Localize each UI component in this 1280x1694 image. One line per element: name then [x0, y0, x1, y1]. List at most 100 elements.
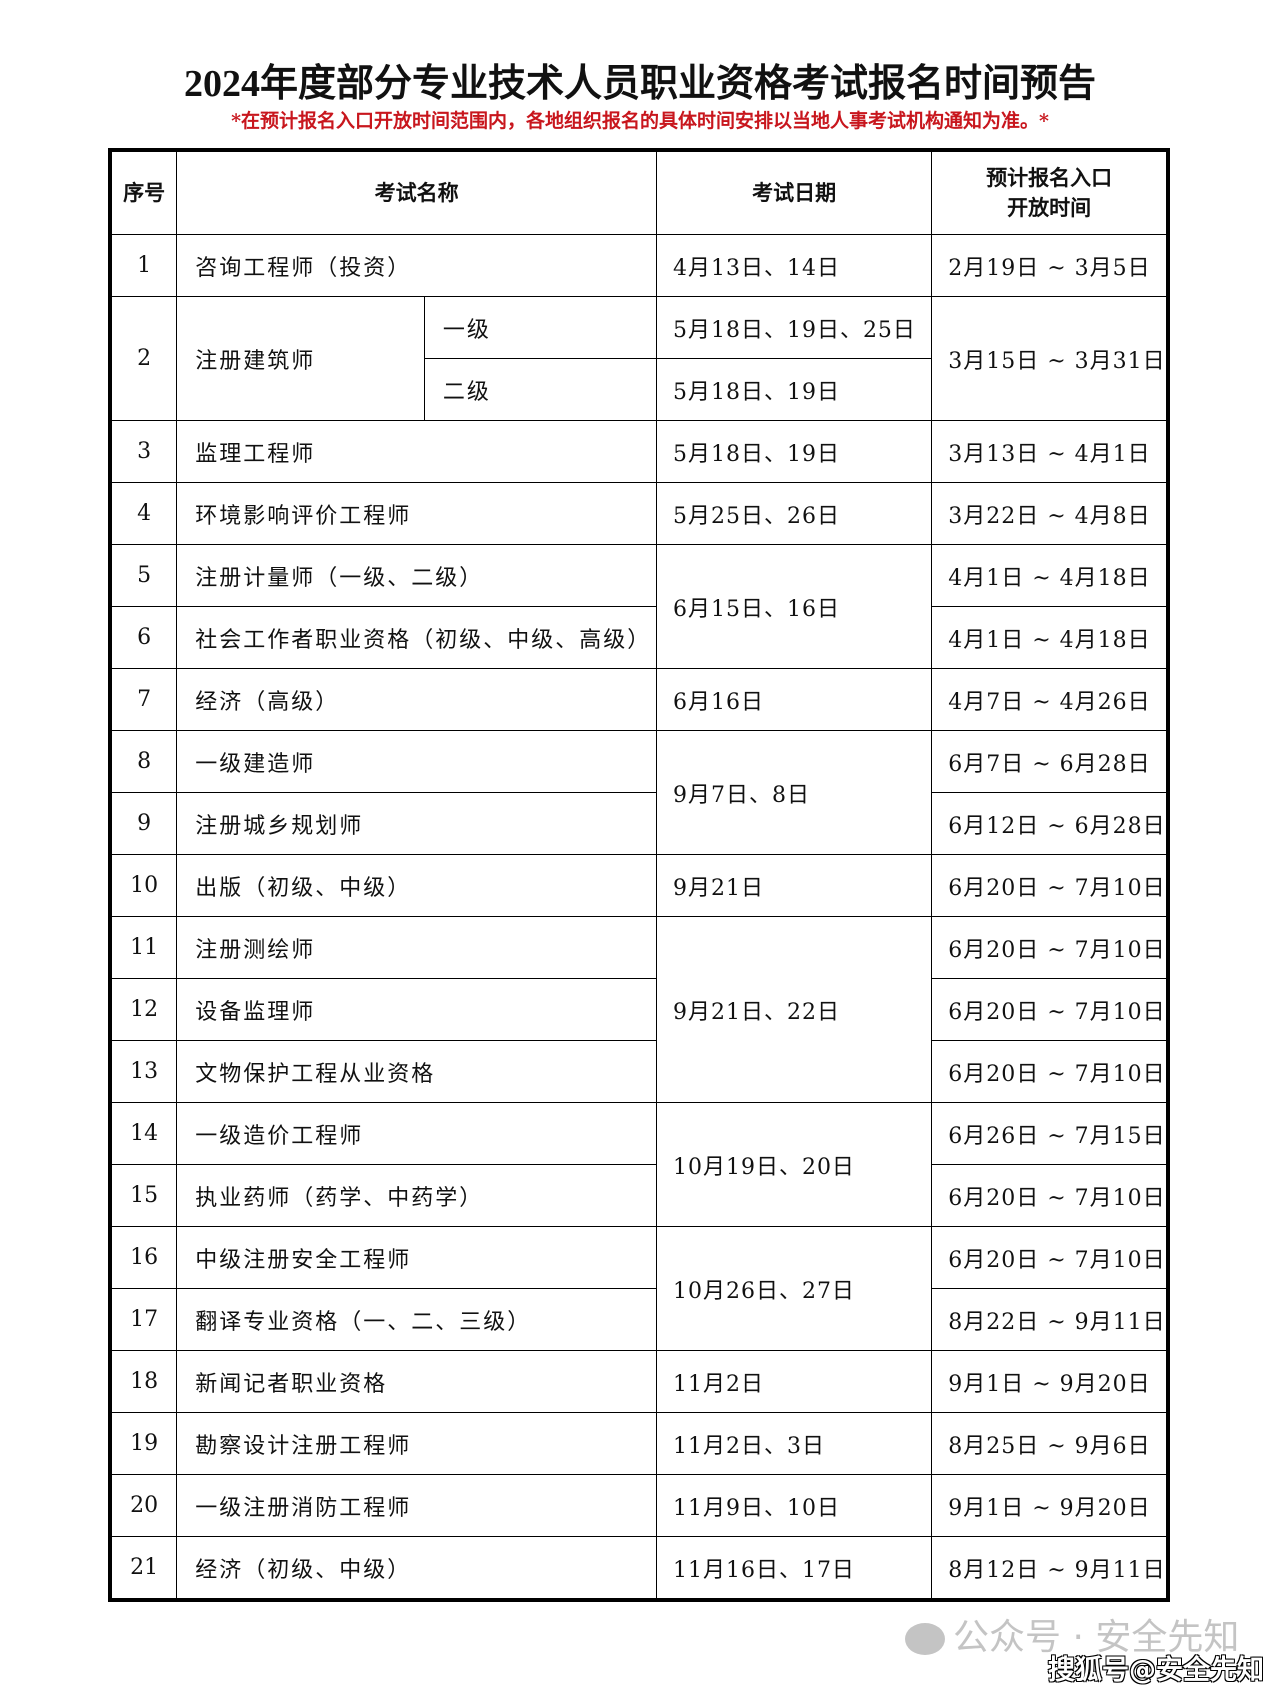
exam-date: 9月21日、22日 — [655, 916, 933, 1103]
exam-name: 经济（高级） — [176, 668, 657, 731]
registration-period: 8月22日 ~ 9月11日 — [931, 1288, 1169, 1351]
exam-name: 执业药师（药学、中药学） — [176, 1164, 657, 1227]
row-number: 1 — [109, 234, 178, 297]
sohu-watermark: 搜狐号@安全先知 — [1048, 1655, 1264, 1686]
exam-schedule-table: 序号 考试名称 考试日期 预计报名入口 开放时间 1 咨询工程师（投资） 4月13日、… — [108, 148, 1170, 1602]
exam-date: 11月2日、3日 — [655, 1412, 933, 1475]
exam-name: 注册计量师（一级、二级） — [176, 544, 657, 607]
table-row: 1 咨询工程师（投资） 4月13日、14日 2月19日 ~ 3月5日 — [109, 234, 1169, 297]
exam-date: 9月21日 — [655, 854, 933, 917]
exam-name: 注册测绘师 — [176, 916, 657, 979]
table-row: 20 一级注册消防工程师 11月9日、10日 9月1日 ~ 9月20日 — [109, 1474, 1169, 1537]
table-row: 19 勘察设计注册工程师 11月2日、3日 8月25日 ~ 9月6日 — [109, 1412, 1169, 1475]
registration-period: 6月12日 ~ 6月28日 — [931, 792, 1169, 855]
exam-name: 一级建造师 — [176, 730, 657, 793]
exam-name: 出版（初级、中级） — [176, 854, 657, 917]
exam-date: 5月25日、26日 — [655, 482, 933, 545]
registration-period: 6月20日 ~ 7月10日 — [931, 916, 1169, 979]
header-row: 序号 考试名称 考试日期 预计报名入口 开放时间 — [109, 149, 1169, 235]
registration-period: 3月13日 ~ 4月1日 — [931, 420, 1169, 483]
row-number: 15 — [109, 1164, 178, 1227]
row-number: 5 — [109, 544, 178, 607]
exam-date: 11月2日 — [655, 1350, 933, 1413]
exam-name: 咨询工程师（投资） — [176, 234, 657, 297]
exam-level: 二级 — [423, 358, 657, 421]
exam-date: 4月13日、14日 — [655, 234, 933, 297]
row-number: 7 — [109, 668, 178, 731]
page-title: 2024年度部分专业技术人员职业资格考试报名时间预告 — [183, 63, 1096, 105]
row-number: 6 — [109, 606, 178, 669]
exam-date: 6月15日、16日 — [655, 544, 933, 669]
wechat-watermark: 公众号 · 安全先知 — [905, 1608, 1239, 1660]
row-number: 8 — [109, 730, 178, 793]
table-row: 18 新闻记者职业资格 11月2日 9月1日 ~ 9月20日 — [109, 1350, 1169, 1413]
exam-date: 5月18日、19日 — [655, 420, 933, 483]
row-number: 11 — [109, 916, 178, 979]
table-row: 13 文物保护工程从业资格 6月20日 ~ 7月10日 — [109, 1040, 1169, 1103]
exam-name: 经济（初级、中级） — [176, 1536, 657, 1601]
table-row: 14 一级造价工程师 10月19日、20日 6月26日 ~ 7月15日 — [109, 1102, 1169, 1227]
table-row: 4 环境影响评价工程师 5月25日、26日 3月22日 ~ 4月8日 — [109, 482, 1169, 545]
exam-date: 11月9日、10日 — [655, 1474, 933, 1537]
header-no: 序号 — [109, 149, 178, 235]
registration-period: 8月25日 ~ 9月6日 — [931, 1412, 1169, 1475]
table-row: 8 一级建造师 9月7日、8日 6月7日 ~ 6月28日 — [109, 730, 1169, 855]
registration-period: 6月20日 ~ 7月10日 — [931, 1164, 1169, 1227]
row-number: 12 — [109, 978, 178, 1041]
exam-date: 5月18日、19日、25日 — [655, 296, 933, 359]
exam-date: 11月16日、17日 — [655, 1536, 933, 1601]
table-row: 10 出版（初级、中级） 9月21日 6月20日 ~ 7月10日 — [109, 854, 1169, 917]
registration-period: 9月1日 ~ 9月20日 — [931, 1350, 1169, 1413]
table-row: 11 注册测绘师 9月21日、22日 6月20日 ~ 7月10日 — [109, 916, 1169, 1103]
row-number: 17 — [109, 1288, 178, 1351]
registration-period: 2月19日 ~ 3月5日 — [931, 234, 1169, 297]
row-number: 16 — [109, 1226, 178, 1289]
table-row: 15 执业药师（药学、中药学） 6月20日 ~ 7月10日 — [109, 1164, 1169, 1227]
exam-name: 环境影响评价工程师 — [176, 482, 657, 545]
exam-name: 设备监理师 — [176, 978, 657, 1041]
row-number: 9 — [109, 792, 178, 855]
exam-name: 文物保护工程从业资格 — [176, 1040, 657, 1103]
row-number: 3 — [109, 420, 178, 483]
row-number: 10 — [109, 854, 178, 917]
table-row: 17 翻译专业资格（一、二、三级） 8月22日 ~ 9月11日 — [109, 1288, 1169, 1351]
exam-name: 注册城乡规划师 — [176, 792, 657, 855]
table-row: 9 注册城乡规划师 6月12日 ~ 6月28日 — [109, 792, 1169, 855]
table-row: 21 经济（初级、中级） 11月16日、17日 8月12日 ~ 9月11日 — [109, 1536, 1169, 1601]
registration-period: 6月7日 ~ 6月28日 — [931, 730, 1169, 793]
exam-name: 新闻记者职业资格 — [176, 1350, 657, 1413]
exam-name: 勘察设计注册工程师 — [176, 1412, 657, 1475]
table-row: 2 注册建筑师 一级 5月18日、19日、25日 3月15日 ~ 3月31日 — [109, 296, 1169, 421]
exam-date: 6月16日 — [655, 668, 933, 731]
table-row: 3 监理工程师 5月18日、19日 3月13日 ~ 4月1日 — [109, 420, 1169, 483]
registration-period: 9月1日 ~ 9月20日 — [931, 1474, 1169, 1537]
row-number: 18 — [109, 1350, 178, 1413]
registration-period: 4月7日 ~ 4月26日 — [931, 668, 1169, 731]
table-row: 5 注册计量师（一级、二级） 6月15日、16日 4月1日 ~ 4月18日 — [109, 544, 1169, 669]
exam-date: 10月19日、20日 — [655, 1102, 933, 1227]
registration-period: 6月20日 ~ 7月10日 — [931, 1040, 1169, 1103]
exam-name: 监理工程师 — [176, 420, 657, 483]
header-date: 考试日期 — [655, 149, 933, 235]
header-reg-line1: 预计报名入口 — [986, 165, 1113, 190]
exam-date: 10月26日、27日 — [655, 1226, 933, 1351]
registration-period: 3月22日 ~ 4月8日 — [931, 482, 1169, 545]
notice-text: *在预计报名入口开放时间范围内，各地组织报名的具体时间安排以当地人事考试机构通知… — [231, 110, 1049, 132]
exam-level: 一级 — [423, 296, 657, 359]
registration-period: 4月1日 ~ 4月18日 — [931, 544, 1169, 607]
registration-period: 3月15日 ~ 3月31日 — [931, 296, 1169, 421]
registration-period: 6月20日 ~ 7月10日 — [931, 854, 1169, 917]
registration-period: 4月1日 ~ 4月18日 — [931, 606, 1169, 669]
wechat-icon — [905, 1623, 945, 1655]
header-reg-line2: 开放时间 — [1007, 195, 1092, 220]
header-registration: 预计报名入口 开放时间 — [931, 149, 1169, 235]
exam-name: 注册建筑师 — [176, 296, 425, 421]
row-number: 13 — [109, 1040, 178, 1103]
row-number: 21 — [109, 1536, 178, 1601]
table-row: 16 中级注册安全工程师 10月26日、27日 6月20日 ~ 7月10日 — [109, 1226, 1169, 1351]
registration-period: 6月20日 ~ 7月10日 — [931, 1226, 1169, 1289]
exam-name: 翻译专业资格（一、二、三级） — [176, 1288, 657, 1351]
wechat-watermark-text: 公众号 · 安全先知 — [953, 1617, 1240, 1658]
header-name: 考试名称 — [176, 149, 657, 235]
table-row: 二级 5月18日、19日 — [110, 358, 1168, 421]
